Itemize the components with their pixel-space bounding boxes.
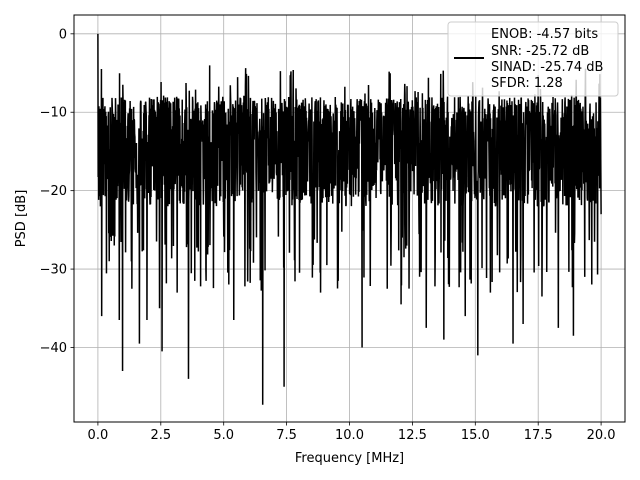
x-tick-label: 15.0 <box>461 428 490 443</box>
x-tick-label: 10.0 <box>335 428 364 443</box>
x-tick-label: 17.5 <box>524 428 553 443</box>
x-tick-label: 20.0 <box>587 428 616 443</box>
legend-entry: SNR: -25.72 dB <box>491 44 589 59</box>
x-axis: 0.0 2.5 5.0 7.5 10.0 12.5 15.0 17.5 20.0 <box>88 422 616 443</box>
legend-entry: ENOB: -4.57 bits <box>491 27 598 42</box>
series-group <box>97 33 602 405</box>
y-tick-label: 0 <box>59 27 67 42</box>
x-axis-title: Frequency [MHz] <box>295 451 404 466</box>
x-tick-label: 5.0 <box>213 428 234 443</box>
y-tick-label: −10 <box>40 106 67 121</box>
x-tick-label: 2.5 <box>150 428 171 443</box>
y-tick-label: −40 <box>40 341 67 356</box>
y-axis: 0 −10 −20 −30 −40 <box>40 27 74 356</box>
legend-box <box>447 21 619 97</box>
psd-series-line <box>97 33 602 405</box>
y-tick-label: −30 <box>40 263 67 278</box>
x-tick-label: 7.5 <box>276 428 297 443</box>
legend: ENOB: -4.57 bits SNR: -25.72 dB SINAD: -… <box>447 21 619 97</box>
legend-entry: SINAD: -25.74 dB <box>491 60 603 75</box>
x-tick-label: 0.0 <box>88 428 109 443</box>
y-axis-title: PSD [dB] <box>14 190 29 248</box>
x-tick-label: 12.5 <box>398 428 427 443</box>
y-tick-label: −20 <box>40 184 67 199</box>
legend-entry: SFDR: 1.28 <box>491 76 563 91</box>
